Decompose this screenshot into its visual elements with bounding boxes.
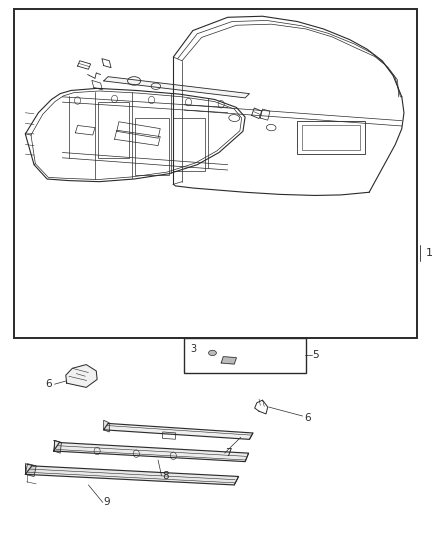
Polygon shape — [104, 420, 110, 432]
Bar — [14, 10, 417, 338]
Polygon shape — [53, 440, 61, 453]
Polygon shape — [53, 442, 249, 462]
Polygon shape — [25, 466, 239, 485]
Bar — [173, 118, 205, 171]
Text: 5: 5 — [313, 350, 319, 360]
Bar — [134, 118, 169, 175]
Polygon shape — [25, 464, 36, 477]
Text: 7: 7 — [226, 448, 232, 458]
Bar — [302, 125, 360, 150]
Polygon shape — [66, 365, 97, 387]
Text: 6: 6 — [304, 413, 311, 423]
Polygon shape — [104, 77, 250, 98]
Bar — [184, 338, 306, 373]
Text: 9: 9 — [104, 497, 110, 507]
Text: 1: 1 — [426, 248, 433, 259]
Text: 3: 3 — [191, 344, 197, 354]
Ellipse shape — [208, 350, 216, 356]
Text: 8: 8 — [162, 471, 169, 481]
Text: 6: 6 — [45, 379, 51, 389]
Polygon shape — [104, 423, 253, 439]
Polygon shape — [221, 357, 237, 364]
Bar — [297, 121, 365, 154]
Bar — [162, 432, 176, 439]
Bar — [98, 102, 129, 158]
